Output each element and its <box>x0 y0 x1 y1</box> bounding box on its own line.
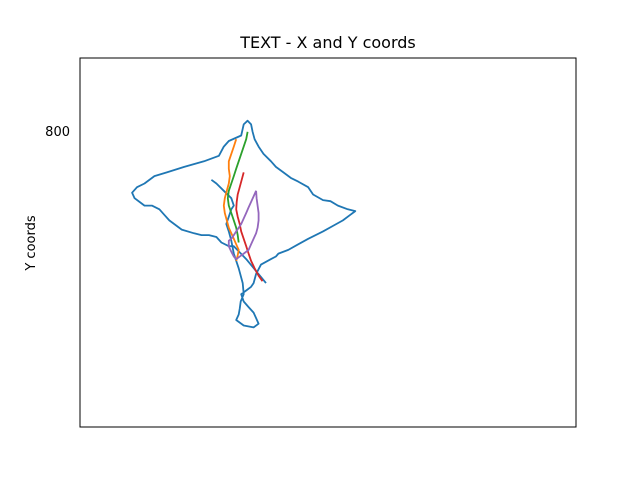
series-line-1 <box>131 119 357 329</box>
series-line-2 <box>222 138 240 262</box>
chart-title: TEXT - X and Y coords <box>239 33 416 52</box>
series-line-3 <box>226 131 249 243</box>
y-tick-label: 800 <box>45 125 70 140</box>
series-line-5 <box>227 190 260 260</box>
y-axis-label: Y coords <box>24 215 39 271</box>
series-layer <box>131 119 357 329</box>
plot-frame <box>79 57 577 428</box>
series-line-4 <box>235 172 264 282</box>
y-ticks: 800 <box>45 125 70 140</box>
